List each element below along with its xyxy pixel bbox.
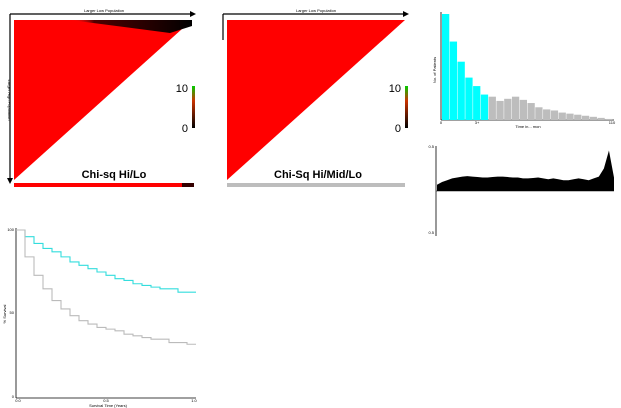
- histogram-bar-7: [496, 101, 503, 120]
- survival-x-label: Survival Time (Years): [89, 403, 128, 408]
- histogram-bar-13: [543, 109, 550, 120]
- histogram-xtick-0: 0: [440, 120, 443, 125]
- histogram-xtick-1: 3+: [475, 120, 480, 125]
- histogram-bar-4: [473, 86, 480, 120]
- histogram-bar-3: [465, 78, 472, 120]
- heatmap-triangle: [227, 20, 405, 180]
- histogram-bar-21: [605, 119, 612, 120]
- histogram-bar-6: [489, 97, 496, 120]
- histogram-bar-17: [574, 115, 581, 120]
- histogram-bar-10: [520, 100, 527, 120]
- histogram-bar-5: [481, 95, 488, 120]
- left-axis-label: Larger High Population: [7, 80, 12, 121]
- scale-max-label: 10: [176, 83, 188, 95]
- histogram-bar-9: [512, 97, 519, 120]
- area-ytick-bottom: 0.5: [428, 230, 434, 235]
- histogram-bar-1: [450, 42, 457, 120]
- survival-ytick-2: 100: [7, 227, 14, 232]
- heatmap-title: Chi-sq Hi/Lo: [82, 169, 147, 181]
- survival-ytick-1: 50: [10, 310, 15, 315]
- color-scale-bar: [192, 86, 195, 128]
- histogram-bar-20: [597, 118, 604, 120]
- histogram-x-label: Time in... mon: [515, 124, 540, 129]
- histogram-chart: No. of Patients Time in... mon 0 3+ 110: [432, 12, 616, 129]
- top-arrowhead: [403, 11, 409, 17]
- scale-max-label: 10: [389, 83, 401, 95]
- histogram-bar-2: [458, 62, 465, 120]
- survival-xtick-1: 0.5: [103, 398, 109, 403]
- bottom-bar-gray: [227, 183, 405, 187]
- heatmap-triangle: [14, 20, 192, 180]
- heatmap-chi-sq-hi-lo: Larger Low Population Larger High Popula…: [7, 8, 196, 187]
- histogram-bar-16: [566, 114, 573, 120]
- top-arrowhead: [190, 11, 196, 17]
- survival-y-label: % Survival: [2, 304, 7, 323]
- histogram-bar-14: [551, 110, 558, 120]
- survival-chart: % Survival Survival Time (Years) 0.0 0.5…: [2, 227, 198, 408]
- histogram-bar-15: [559, 113, 566, 120]
- survival-xtick-2: 1.0: [191, 398, 197, 403]
- scale-min-label: 0: [395, 123, 401, 135]
- color-scale-bar: [405, 86, 408, 128]
- survival-xtick-0: 0.0: [15, 398, 21, 403]
- histogram-bar-0: [442, 14, 449, 120]
- top-axis-label: Larger Low Population: [296, 8, 336, 13]
- histogram-bar-8: [504, 99, 511, 120]
- histogram-xtick-2: 110: [609, 120, 616, 125]
- histogram-bar-18: [582, 116, 589, 120]
- bottom-bar-dark: [182, 183, 194, 187]
- scale-min-label: 0: [182, 123, 188, 135]
- area-chart: 0.5 0.5: [428, 144, 614, 236]
- area-ytick-top: 0.5: [428, 144, 434, 149]
- histogram-bar-12: [535, 107, 542, 120]
- histogram-y-label: No. of Patients: [432, 57, 437, 83]
- histogram-bar-11: [528, 103, 535, 120]
- bottom-bar-red: [14, 183, 182, 187]
- area-series: [437, 151, 614, 192]
- histogram-bar-19: [590, 117, 597, 120]
- left-arrowhead: [7, 178, 13, 184]
- top-axis-label: Larger Low Population: [84, 8, 124, 13]
- heatmap-chi-sq-hi-mid-lo: Larger Low Population Chi-Sq Hi/Mid/Lo 1…: [223, 8, 409, 187]
- heatmap-title: Chi-Sq Hi/Mid/Lo: [274, 169, 362, 181]
